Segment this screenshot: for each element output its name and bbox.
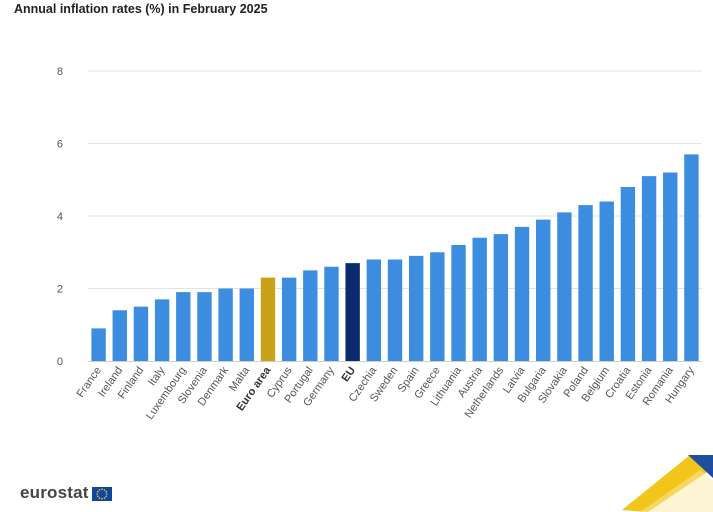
bar-croatia <box>620 187 636 361</box>
bar-finland <box>133 306 149 361</box>
bar-malta <box>239 288 254 361</box>
y-tick-label: 8 <box>57 66 63 78</box>
bar-bulgaria <box>536 219 551 361</box>
bar-romania <box>663 172 678 361</box>
bar-lithuania <box>451 245 466 361</box>
y-tick-label: 0 <box>57 356 63 368</box>
bar-slovenia <box>197 292 212 361</box>
y-tick-label: 2 <box>57 284 63 296</box>
bar-denmark <box>218 288 233 361</box>
bar-estonia <box>641 176 657 361</box>
bar-cyprus <box>281 277 297 361</box>
bar-eu <box>345 263 360 361</box>
bar-netherlands <box>493 234 509 361</box>
eurostat-logo: eurostat <box>20 483 112 503</box>
bar-portugal <box>303 270 318 361</box>
bar-luxembourg <box>176 292 191 361</box>
bar-belgium <box>599 201 614 361</box>
logo-text: eurostat <box>20 483 89 502</box>
bar-austria <box>472 237 487 361</box>
bar-ireland <box>112 310 127 361</box>
y-tick-label: 6 <box>57 139 63 151</box>
bar-latvia <box>514 226 530 361</box>
bar-sweden <box>387 259 403 361</box>
bar-slovakia <box>557 212 572 361</box>
bar-hungary <box>684 154 699 361</box>
bar-italy <box>154 299 170 361</box>
bar-poland <box>578 205 593 361</box>
bar-euro-area <box>260 277 276 361</box>
eu-flag-icon <box>91 487 112 501</box>
bar-spain <box>408 255 424 361</box>
y-tick-label: 4 <box>57 211 63 223</box>
bar-czechia <box>366 259 382 361</box>
chart-title: Annual inflation rates (%) in February 2… <box>14 2 268 16</box>
bar-france <box>91 328 106 361</box>
bar-greece <box>430 252 445 361</box>
bar-germany <box>324 266 339 361</box>
